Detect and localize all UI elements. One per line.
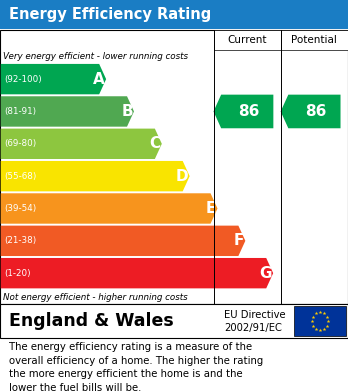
Text: D: D [176,169,189,184]
Text: (81-91): (81-91) [4,107,36,116]
Bar [294,306,346,336]
Text: (55-68): (55-68) [4,172,37,181]
Text: F: F [234,233,244,248]
Text: England & Wales: England & Wales [9,312,173,330]
Polygon shape [1,258,273,289]
Text: Potential: Potential [292,35,337,45]
Polygon shape [1,226,245,256]
Text: The energy efficiency rating is a measure of the
overall efficiency of a home. T: The energy efficiency rating is a measur… [9,342,263,391]
Text: Current: Current [228,35,267,45]
Text: (69-80): (69-80) [4,139,37,148]
Text: (1-20): (1-20) [4,269,31,278]
Text: 86: 86 [238,104,260,119]
Bar [0,304,348,338]
Text: Not energy efficient - higher running costs: Not energy efficient - higher running co… [3,293,188,302]
Text: Energy Efficiency Rating: Energy Efficiency Rating [9,7,211,22]
Bar [0,0,348,29]
Text: E: E [206,201,216,216]
Text: EU Directive
2002/91/EC: EU Directive 2002/91/EC [224,310,286,333]
Polygon shape [1,193,218,224]
Polygon shape [1,96,134,127]
Text: (39-54): (39-54) [4,204,37,213]
Bar [214,30,281,50]
Polygon shape [1,64,106,94]
Text: G: G [260,265,272,281]
Text: C: C [150,136,161,151]
Text: B: B [121,104,133,119]
Text: A: A [93,72,105,87]
Polygon shape [1,161,190,191]
Bar [281,30,348,50]
Polygon shape [214,95,274,128]
Text: Very energy efficient - lower running costs: Very energy efficient - lower running co… [3,52,189,61]
Text: 86: 86 [306,104,327,119]
Bar [0,30,348,304]
Polygon shape [281,95,340,128]
Text: (21-38): (21-38) [4,236,37,245]
Text: (92-100): (92-100) [4,75,42,84]
Polygon shape [1,129,162,159]
